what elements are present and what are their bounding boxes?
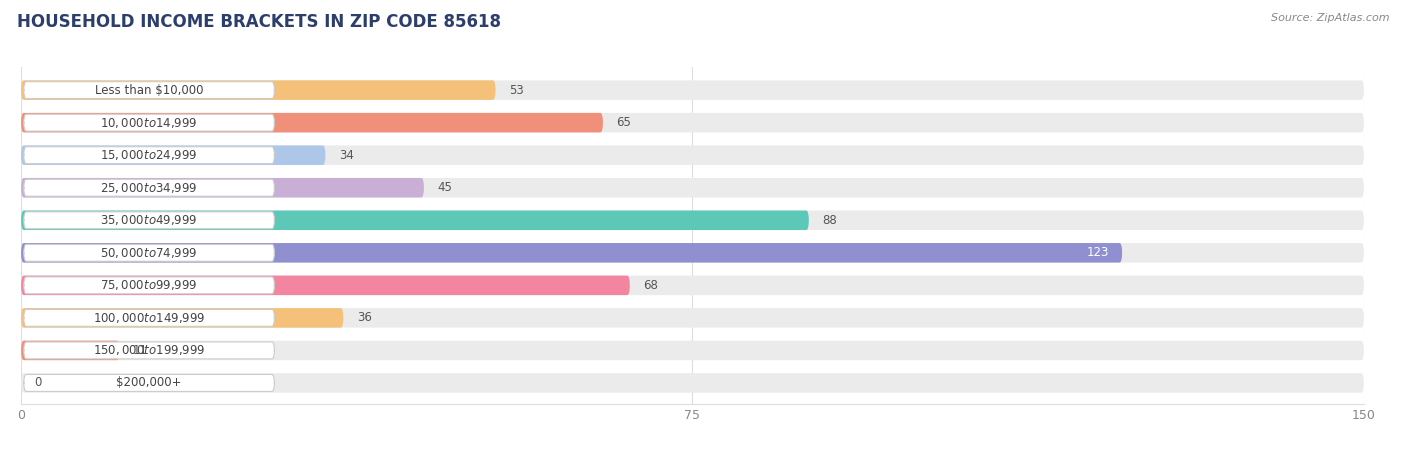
FancyBboxPatch shape xyxy=(21,211,1364,230)
Text: 88: 88 xyxy=(823,214,837,227)
FancyBboxPatch shape xyxy=(24,114,274,131)
FancyBboxPatch shape xyxy=(21,243,1364,263)
FancyBboxPatch shape xyxy=(24,309,274,326)
Text: $15,000 to $24,999: $15,000 to $24,999 xyxy=(100,148,198,162)
Text: $35,000 to $49,999: $35,000 to $49,999 xyxy=(100,213,198,227)
Text: $25,000 to $34,999: $25,000 to $34,999 xyxy=(100,181,198,195)
FancyBboxPatch shape xyxy=(21,113,1364,132)
Text: 11: 11 xyxy=(134,344,148,357)
FancyBboxPatch shape xyxy=(21,341,120,360)
FancyBboxPatch shape xyxy=(24,277,274,294)
FancyBboxPatch shape xyxy=(24,147,274,163)
FancyBboxPatch shape xyxy=(21,308,1364,328)
Text: 123: 123 xyxy=(1087,247,1109,260)
FancyBboxPatch shape xyxy=(21,145,1364,165)
FancyBboxPatch shape xyxy=(21,276,630,295)
Text: 65: 65 xyxy=(616,116,631,129)
Text: $75,000 to $99,999: $75,000 to $99,999 xyxy=(100,278,198,292)
Text: $200,000+: $200,000+ xyxy=(117,376,181,389)
FancyBboxPatch shape xyxy=(21,178,425,198)
FancyBboxPatch shape xyxy=(21,341,1364,360)
Text: 68: 68 xyxy=(643,279,658,292)
FancyBboxPatch shape xyxy=(24,244,274,261)
FancyBboxPatch shape xyxy=(21,145,325,165)
Text: 34: 34 xyxy=(339,149,354,162)
Text: 45: 45 xyxy=(437,181,453,194)
FancyBboxPatch shape xyxy=(21,80,1364,100)
Text: 0: 0 xyxy=(35,376,42,389)
Text: $10,000 to $14,999: $10,000 to $14,999 xyxy=(100,116,198,130)
FancyBboxPatch shape xyxy=(24,374,274,392)
FancyBboxPatch shape xyxy=(24,82,274,99)
Text: $100,000 to $149,999: $100,000 to $149,999 xyxy=(93,311,205,325)
FancyBboxPatch shape xyxy=(21,373,1364,393)
FancyBboxPatch shape xyxy=(21,243,1122,263)
FancyBboxPatch shape xyxy=(24,212,274,229)
Text: Source: ZipAtlas.com: Source: ZipAtlas.com xyxy=(1271,13,1389,23)
FancyBboxPatch shape xyxy=(21,276,1364,295)
FancyBboxPatch shape xyxy=(24,179,274,196)
Text: 36: 36 xyxy=(357,311,371,324)
Text: $50,000 to $74,999: $50,000 to $74,999 xyxy=(100,246,198,260)
Text: 53: 53 xyxy=(509,84,523,97)
FancyBboxPatch shape xyxy=(21,80,495,100)
Text: HOUSEHOLD INCOME BRACKETS IN ZIP CODE 85618: HOUSEHOLD INCOME BRACKETS IN ZIP CODE 85… xyxy=(17,13,501,31)
Text: $150,000 to $199,999: $150,000 to $199,999 xyxy=(93,343,205,357)
FancyBboxPatch shape xyxy=(21,113,603,132)
FancyBboxPatch shape xyxy=(21,211,808,230)
FancyBboxPatch shape xyxy=(21,308,343,328)
FancyBboxPatch shape xyxy=(24,342,274,359)
FancyBboxPatch shape xyxy=(21,178,1364,198)
Text: Less than $10,000: Less than $10,000 xyxy=(94,84,204,97)
